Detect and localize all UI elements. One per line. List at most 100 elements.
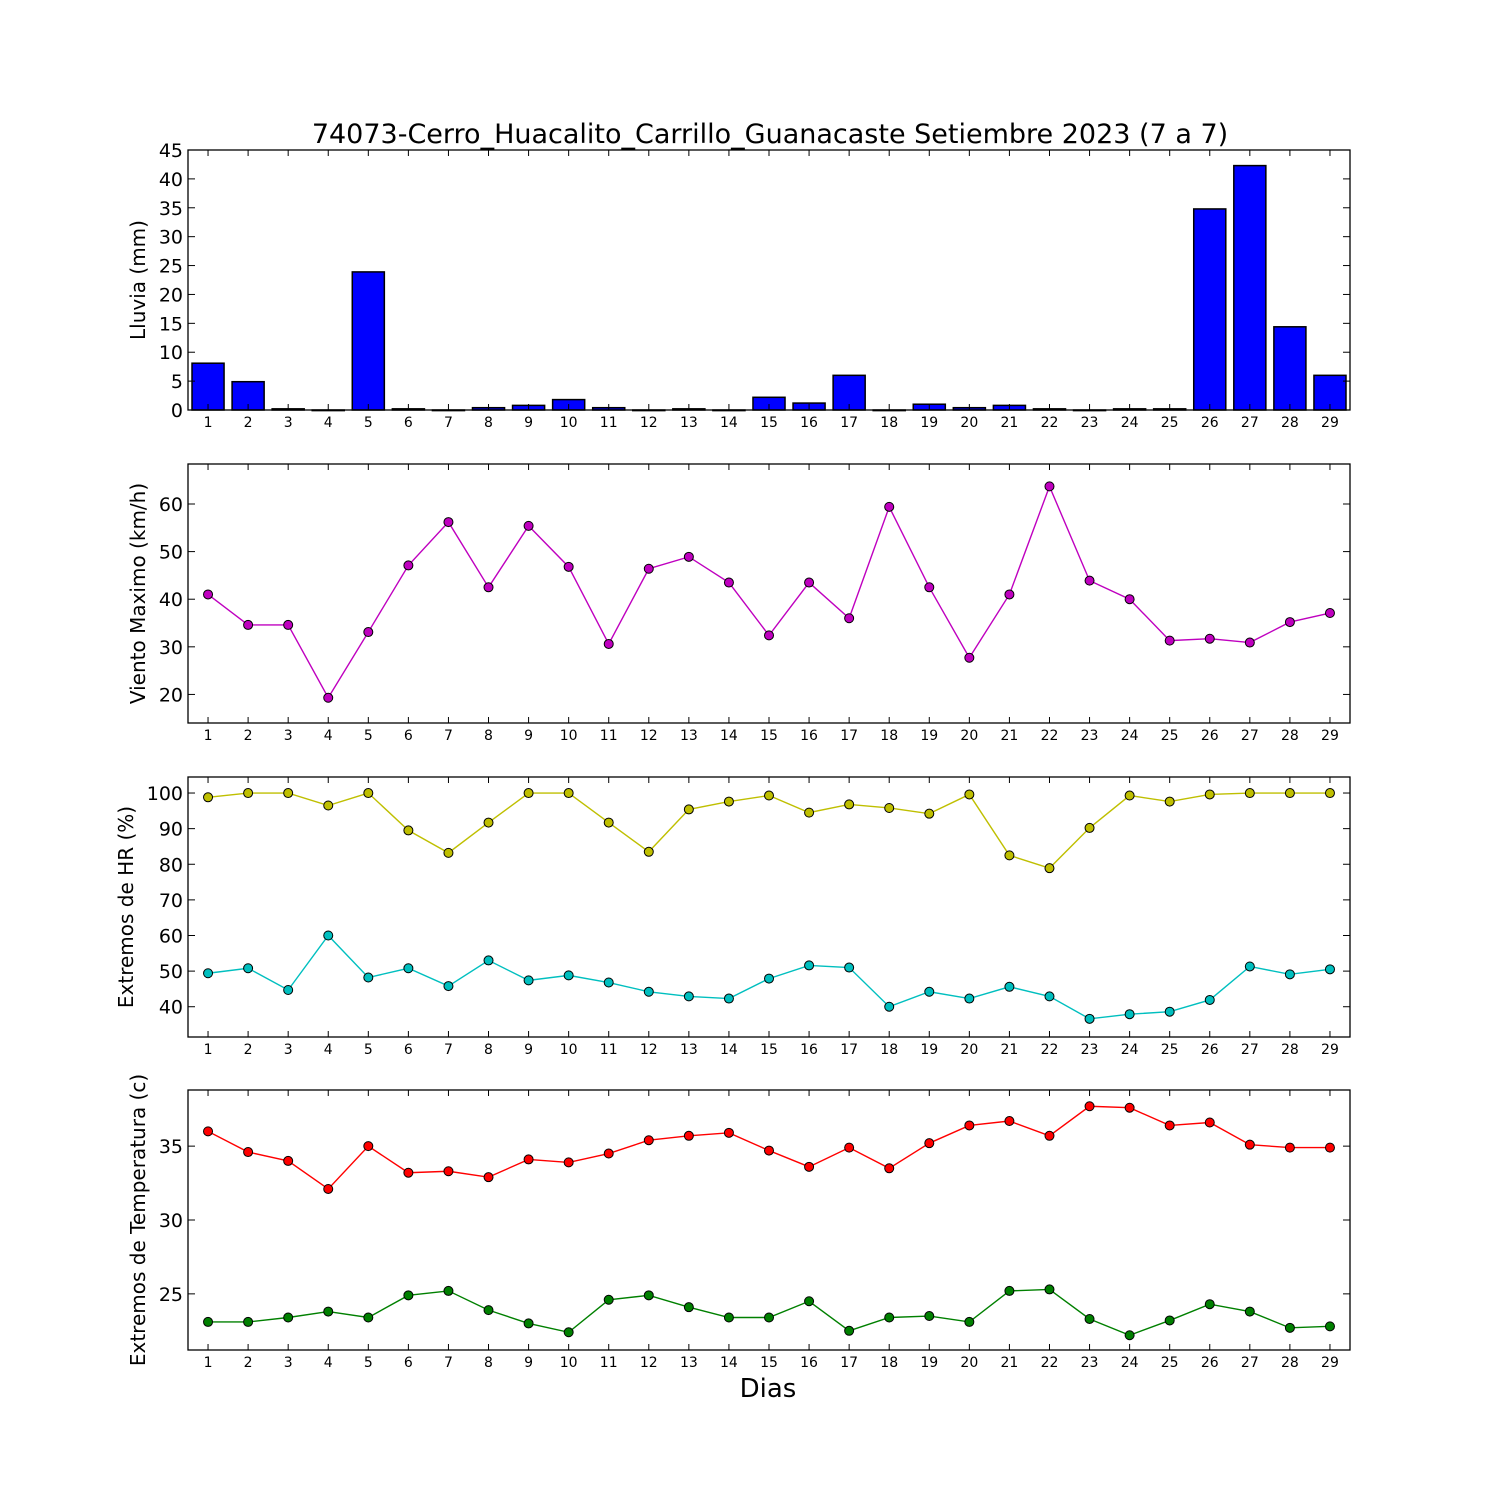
data-point: [1284, 1322, 1295, 1333]
data-point: [804, 577, 815, 588]
x-tick-label: 5: [364, 1042, 373, 1058]
x-tick-label: 23: [1081, 415, 1099, 431]
axes-frame: [187, 463, 1351, 724]
x-tick-label: 22: [1041, 1042, 1059, 1058]
x-tick-label: 25: [1161, 728, 1179, 744]
data-point: [884, 1001, 895, 1012]
x-tick-label: 7: [444, 1355, 453, 1371]
x-tick-label: 16: [800, 1355, 818, 1371]
x-tick-label: 22: [1041, 415, 1059, 431]
data-point: [924, 1138, 935, 1149]
data-point: [964, 1316, 975, 1327]
data-point: [804, 1161, 815, 1172]
x-tick-label: 24: [1121, 728, 1139, 744]
data-point: [1044, 991, 1055, 1002]
data-point: [523, 975, 534, 986]
y-axis-label: Extremos de Temperatura (c): [126, 1074, 150, 1366]
x-tick-label: 2: [244, 1042, 253, 1058]
data-point: [243, 619, 254, 630]
data-point: [1084, 575, 1095, 586]
x-tick-label: 18: [880, 1355, 898, 1371]
data-point: [443, 1285, 454, 1296]
x-tick-label: 9: [524, 415, 533, 431]
data-point: [1164, 1006, 1175, 1017]
x-tick-label: 19: [920, 728, 938, 744]
x-tick-label: 7: [444, 415, 453, 431]
data-point: [683, 1302, 694, 1313]
data-point: [1084, 822, 1095, 833]
series-line: [208, 1288, 1330, 1336]
y-tick-label: 60: [159, 925, 183, 947]
data-point: [603, 1294, 614, 1305]
x-tick-label: 12: [640, 1042, 658, 1058]
x-tick-label: 14: [720, 1355, 738, 1371]
x-tick-label: 26: [1201, 1042, 1219, 1058]
y-tick-label: 10: [159, 342, 183, 364]
data-point: [1164, 635, 1175, 646]
x-tick-label: 23: [1081, 1355, 1099, 1371]
data-point: [844, 1325, 855, 1336]
x-tick-label: 18: [880, 415, 898, 431]
x-tick-label: 8: [484, 1355, 493, 1371]
data-point: [1204, 1117, 1215, 1128]
x-tick-label: 27: [1241, 1042, 1259, 1058]
x-tick-label: 15: [760, 1355, 778, 1371]
y-tick-label: 40: [159, 169, 183, 191]
data-point: [1324, 788, 1335, 799]
data-point: [804, 1296, 815, 1307]
x-tick-label: 16: [800, 415, 818, 431]
data-point: [603, 977, 614, 988]
data-point: [764, 790, 774, 801]
data-point: [443, 1166, 454, 1177]
data-point: [764, 973, 774, 984]
data-point: [243, 1147, 254, 1158]
data-point: [1124, 594, 1135, 605]
x-tick-label: 25: [1161, 1355, 1179, 1371]
data-point: [723, 1127, 734, 1138]
data-point: [643, 563, 654, 574]
data-point: [1204, 1299, 1215, 1310]
data-point: [283, 788, 294, 799]
data-point: [1244, 961, 1255, 972]
data-point: [1004, 981, 1015, 992]
data-point: [924, 582, 935, 593]
x-tick-label: 13: [680, 1042, 698, 1058]
x-tick-label: 16: [800, 728, 818, 744]
data-point: [1084, 1101, 1095, 1112]
x-tick-label: 19: [920, 1355, 938, 1371]
x-tick-label: 4: [324, 415, 333, 431]
data-point: [283, 619, 294, 630]
y-tick-label: 35: [159, 198, 183, 220]
x-tick-label: 23: [1081, 728, 1099, 744]
x-tick-label: 27: [1241, 1355, 1259, 1371]
data-point: [1084, 1013, 1095, 1024]
x-tick-label: 11: [600, 728, 618, 744]
data-point: [844, 1142, 855, 1153]
data-point: [1004, 1116, 1015, 1127]
data-point: [443, 847, 454, 858]
x-tick-label: 20: [960, 1355, 978, 1371]
x-tick-label: 2: [244, 1355, 253, 1371]
data-point: [764, 630, 774, 641]
data-point: [964, 789, 975, 800]
x-tick-label: 6: [404, 728, 413, 744]
x-tick-label: 28: [1281, 1355, 1299, 1371]
data-point: [563, 1157, 574, 1168]
data-point: [403, 1167, 414, 1178]
x-tick-label: 5: [364, 728, 373, 744]
data-point: [1324, 608, 1335, 619]
x-tick-label: 12: [640, 728, 658, 744]
data-point: [1244, 637, 1255, 648]
x-tick-label: 28: [1281, 1042, 1299, 1058]
y-axis-label: Extremos de HR (%): [114, 806, 138, 1008]
data-point: [1284, 1142, 1295, 1153]
data-point: [323, 800, 334, 811]
data-point: [443, 981, 454, 992]
bar: [351, 271, 386, 411]
data-point: [483, 1305, 494, 1316]
data-point: [563, 788, 574, 799]
data-point: [243, 963, 254, 974]
x-tick-label: 20: [960, 415, 978, 431]
data-point: [924, 986, 935, 997]
data-point: [884, 1163, 895, 1174]
